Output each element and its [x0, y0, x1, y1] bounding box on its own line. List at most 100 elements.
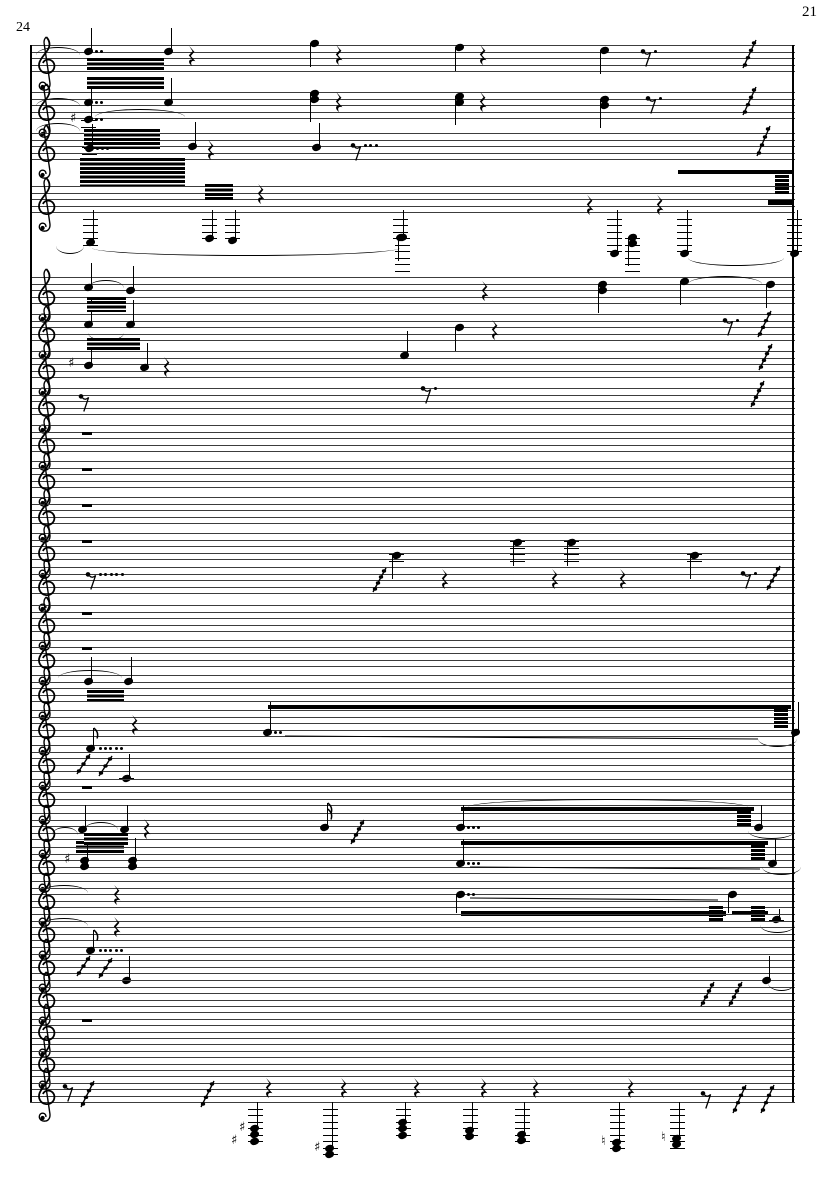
augmentation-dot [119, 948, 123, 952]
augmentation-dot [374, 144, 378, 147]
staff-line [30, 1012, 795, 1013]
staff-line [30, 45, 795, 46]
ledger-line [515, 1121, 530, 1123]
augmentation-dot [472, 825, 476, 829]
eighth-rest-icon [420, 386, 432, 404]
staff-line [30, 847, 795, 848]
gliss-run-icon [757, 310, 772, 338]
stem [91, 300, 93, 324]
staff-line [30, 546, 795, 547]
staff-line [30, 1102, 795, 1103]
staff-line [30, 953, 795, 955]
sharp-icon: ♯ [239, 1120, 246, 1135]
tremolo-beam [84, 833, 128, 845]
staff-line [30, 388, 795, 389]
staff-line [30, 993, 795, 994]
ledger-line [323, 1115, 338, 1117]
staff-line [30, 1082, 795, 1084]
gliss-line [284, 735, 759, 740]
stem [135, 838, 137, 867]
tie-curve [36, 47, 80, 55]
gliss-run-icon [732, 1084, 747, 1114]
quarter-rest-icon [491, 320, 499, 340]
quarter-rest-icon [627, 1078, 635, 1098]
ledger-line [607, 231, 622, 233]
tie-curve [58, 670, 122, 678]
augmentation-dot [109, 746, 113, 750]
staff-line [30, 357, 795, 359]
beam-stack [751, 914, 765, 917]
quarter-rest-icon [441, 569, 449, 589]
tie-curve [52, 827, 78, 835]
tremolo-beam [87, 301, 126, 312]
ledger-line [389, 560, 404, 562]
stem [133, 300, 135, 324]
staff-line [30, 567, 795, 568]
ledger-line [607, 244, 622, 246]
staff-line [30, 186, 795, 187]
ledger-line [610, 1128, 625, 1130]
ledger-line [564, 547, 579, 549]
staff-line [30, 370, 795, 372]
system-barline [30, 45, 32, 1102]
augmentation-dot [754, 572, 757, 575]
staff-line [30, 785, 795, 787]
stem [147, 343, 149, 367]
whole-rest-icon [82, 1018, 92, 1022]
stem [310, 43, 312, 67]
ledger-line [625, 264, 640, 266]
stem [392, 555, 394, 579]
staff-line [30, 653, 795, 654]
ledger-line [787, 225, 802, 227]
ledger-line [625, 270, 640, 272]
beam-stack [775, 179, 789, 182]
augmentation-dot [736, 319, 739, 322]
stem [310, 93, 312, 122]
slur-curve [468, 799, 748, 807]
staff-line [30, 407, 795, 409]
staff-line [30, 92, 795, 93]
sharp-icon: ♯ [231, 1132, 238, 1148]
stem [87, 838, 89, 867]
staff-line [30, 716, 795, 718]
quarter-rest-icon [207, 140, 215, 160]
staff-line [30, 510, 795, 511]
staff-line [30, 1095, 795, 1097]
stem [91, 263, 93, 287]
treble-clef-icon [38, 1067, 56, 1122]
tie-curve [768, 983, 795, 991]
staff-line [30, 159, 795, 160]
stem [775, 839, 777, 863]
ledger-line [787, 231, 802, 233]
staff-line [30, 694, 795, 696]
staff-line [30, 887, 795, 889]
augmentation-dot [467, 825, 470, 829]
staff-line [30, 723, 795, 724]
quarter-rest-icon [481, 281, 489, 301]
ledger-line [670, 1115, 685, 1117]
stem [91, 95, 93, 119]
stem [456, 894, 458, 913]
staff-line [30, 839, 795, 840]
augmentation-dot [109, 573, 113, 576]
augmentation-dot [114, 746, 118, 750]
augmentation-dot [100, 50, 104, 53]
staff-line [30, 618, 795, 619]
stem [398, 237, 400, 261]
staff-line [30, 933, 795, 935]
ledger-line [248, 1121, 263, 1123]
tie-curve [88, 280, 124, 288]
staff-line [30, 701, 795, 702]
stem [598, 284, 600, 313]
stem [472, 1102, 474, 1132]
staff-line [30, 729, 795, 731]
beam-stack [774, 717, 788, 720]
augmentation-dot [472, 861, 476, 865]
staff-line [30, 1025, 795, 1026]
ledger-line [687, 560, 702, 562]
gliss-run-icon [700, 981, 715, 1007]
stem [212, 210, 214, 240]
ledger-line [625, 257, 640, 259]
treble-clef-icon [38, 124, 56, 179]
